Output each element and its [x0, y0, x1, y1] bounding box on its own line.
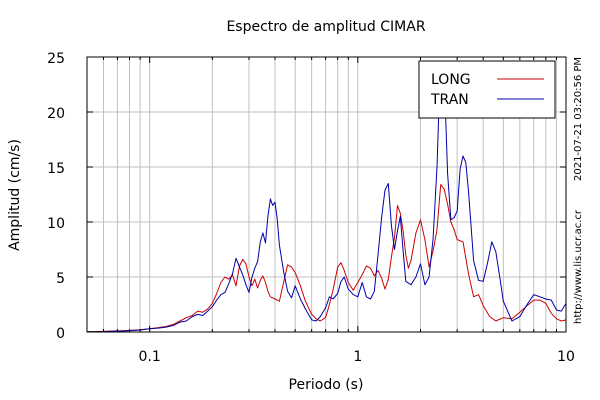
axis-ticks: 0 5 10 15 20 25 0.1 1 10: [47, 51, 575, 365]
x-tick-label: 10: [557, 349, 575, 365]
series-line-long: [86, 184, 567, 333]
y-tick-label: 25: [47, 51, 65, 67]
y-axis-label: Amplitud (cm/s): [7, 139, 23, 251]
source-url-label: http://www.lis.ucr.ac.cr: [573, 209, 584, 324]
series-lines: [86, 65, 567, 333]
legend-label-tran: TRAN: [430, 92, 469, 108]
x-tick-label: 1: [353, 349, 362, 365]
y-tick-label: 20: [47, 106, 65, 122]
x-axis-label: Periodo (s): [289, 377, 364, 393]
x-tick-label: 0.1: [139, 349, 161, 365]
legend: LONG TRAN: [418, 60, 556, 119]
chart-title: Espectro de amplitud CIMAR: [226, 19, 425, 35]
plot-frame: [86, 56, 567, 333]
y-tick-label: 15: [47, 161, 65, 177]
y-tick-label: 5: [56, 271, 65, 287]
legend-label-long: LONG: [431, 72, 471, 88]
legend-box: [418, 60, 556, 119]
timestamp-label: 2021-07-21 03:20:56 PM: [573, 57, 584, 181]
series-line-tran: [86, 65, 567, 333]
y-tick-label: 10: [47, 216, 65, 232]
y-tick-label: 0: [56, 326, 65, 342]
